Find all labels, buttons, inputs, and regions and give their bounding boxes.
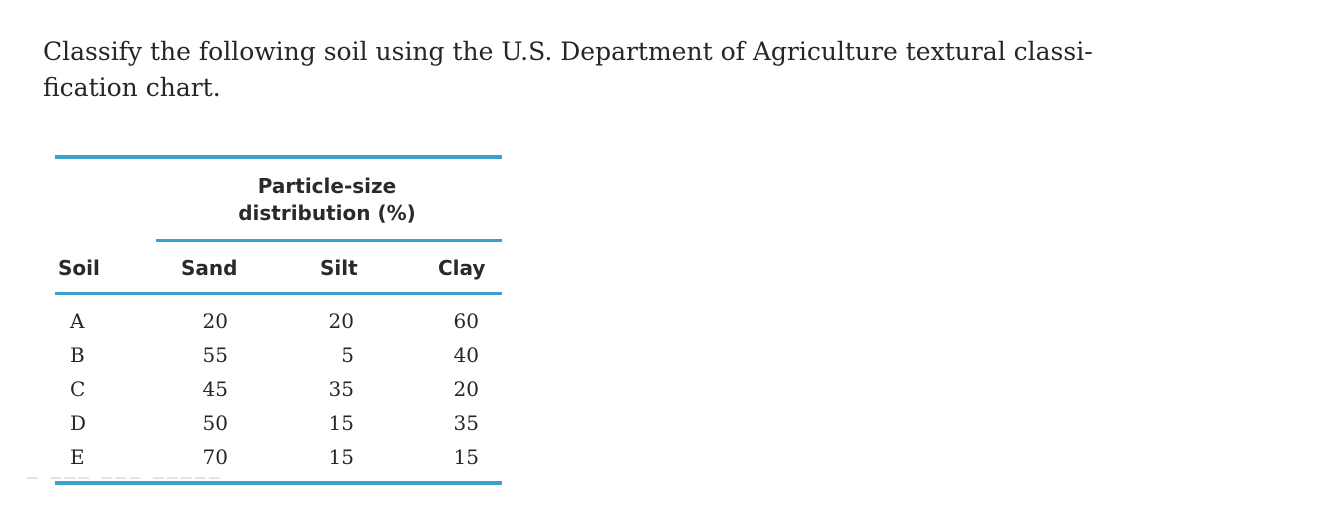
table-cell-soil: C <box>70 377 86 401</box>
watermark: – ––– ––– ––––– <box>26 462 222 492</box>
table-top-rule <box>55 155 502 159</box>
question-line-2: fication chart. <box>43 73 221 102</box>
table-cell-sand: 70 <box>202 445 228 469</box>
question-line-1: Classify the following soil using the U.… <box>43 37 1093 66</box>
table-cell-silt: 5 <box>341 343 354 367</box>
particle-size-header-line-2: distribution (%) <box>238 201 416 225</box>
table-cell-sand: 45 <box>202 377 228 401</box>
table-cell-clay: 35 <box>453 411 479 435</box>
column-header-soil: Soil <box>58 256 100 280</box>
table-cell-sand: 50 <box>202 411 228 435</box>
table-cell-soil: E <box>70 445 85 469</box>
column-header-sand: Sand <box>181 256 238 280</box>
table-cell-silt: 15 <box>328 411 354 435</box>
column-header-silt: Silt <box>320 256 358 280</box>
table-cell-soil: A <box>70 309 85 333</box>
column-header-rule <box>55 292 502 295</box>
table-cell-soil: D <box>70 411 87 435</box>
group-header-rule <box>156 239 502 242</box>
table-cell-clay: 20 <box>453 377 479 401</box>
table-cell-clay: 40 <box>453 343 479 367</box>
particle-size-header: Particle-size distribution (%) <box>200 173 454 227</box>
table-cell-silt: 15 <box>328 445 354 469</box>
column-header-clay: Clay <box>438 256 486 280</box>
particle-size-header-line-1: Particle-size <box>257 174 397 198</box>
table-cell-clay: 15 <box>453 445 479 469</box>
question-text: Classify the following soil using the U.… <box>43 34 1123 106</box>
table-cell-silt: 20 <box>328 309 354 333</box>
table-bottom-rule <box>55 481 502 485</box>
table-cell-sand: 55 <box>202 343 228 367</box>
table-cell-soil: B <box>70 343 85 367</box>
table-cell-sand: 20 <box>202 309 228 333</box>
table-cell-silt: 35 <box>328 377 354 401</box>
table-cell-clay: 60 <box>453 309 479 333</box>
